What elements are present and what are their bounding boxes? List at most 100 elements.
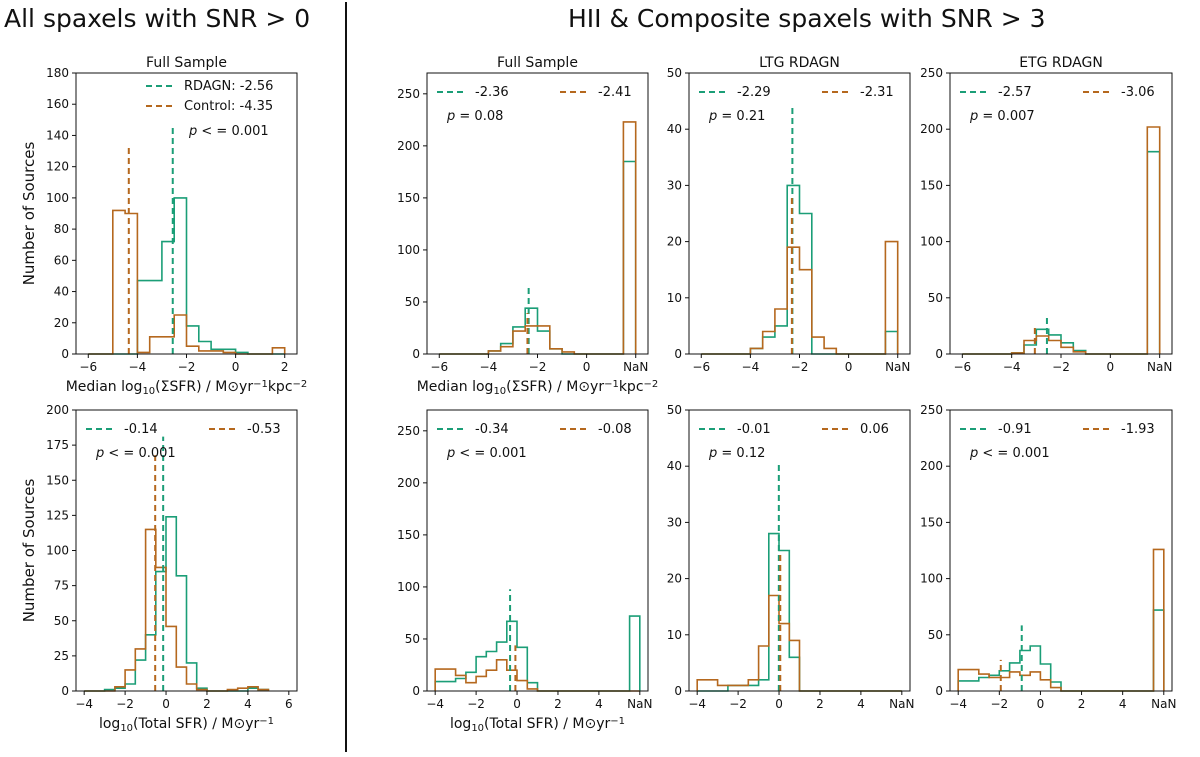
y-tick-label: 200: [46, 403, 69, 417]
y-tick-label: 40: [667, 122, 682, 136]
x-tick-label: 0: [513, 697, 521, 711]
x-tick-label: 4: [595, 697, 603, 711]
x-tick-label: NaN: [1151, 697, 1176, 711]
x-tick-label: 0: [775, 697, 783, 711]
x-tick-label: 2: [816, 697, 824, 711]
x-tick-label: 2: [203, 697, 211, 711]
y-tick-label: 20: [667, 572, 682, 586]
histogram-control: [696, 594, 902, 692]
x-tick-label: 0: [583, 360, 591, 374]
right-heading: HII & Composite spaxels with SNR > 3: [568, 4, 1046, 33]
x-tick-label: 0: [845, 360, 853, 374]
x-tick-label: −2: [791, 360, 809, 374]
y-tick-label: 30: [667, 515, 682, 529]
x-tick-label: 0: [1037, 697, 1045, 711]
panel-title: ETG RDAGN: [1019, 55, 1103, 71]
x-tick-label: 4: [1119, 697, 1127, 711]
x-tick-label: −4: [742, 360, 760, 374]
histogram-control: [957, 548, 1165, 692]
y-tick-label: 100: [46, 544, 69, 558]
p-value-label: p = 0.007: [969, 109, 1035, 124]
y-tick-label: 100: [397, 580, 420, 594]
y-tick-label: 50: [54, 614, 69, 628]
x-tick-label: NaN: [885, 360, 910, 374]
x-tick-label: 0: [1107, 360, 1115, 374]
y-tick-label: 0: [412, 347, 420, 361]
y-tick-label: 40: [667, 459, 682, 473]
y-tick-label: 0: [935, 347, 943, 361]
legend-label-rdagn: -0.91: [998, 422, 1032, 437]
histogram-rdagn: [962, 150, 1161, 355]
p-value-label: p < = 0.001: [95, 446, 176, 461]
y-tick-label: 50: [928, 628, 943, 642]
x-tick-label: −2: [990, 697, 1008, 711]
x-tick-label: NaN: [1147, 360, 1172, 374]
x-tick-label: −6: [692, 360, 710, 374]
x-axis-label: log10(Total SFR) / M⊙yr−1: [450, 716, 625, 734]
x-tick-label: −4: [426, 697, 444, 711]
y-tick-label: 30: [667, 178, 682, 192]
x-tick-label: −2: [116, 697, 134, 711]
x-tick-label: NaN: [627, 697, 652, 711]
y-tick-label: 25: [54, 649, 69, 663]
y-tick-label: 50: [667, 403, 682, 417]
y-tick-label: 160: [46, 97, 69, 111]
x-tick-label: −2: [529, 360, 547, 374]
y-tick-label: 180: [46, 66, 69, 80]
x-tick-label: 0: [162, 697, 170, 711]
x-tick-label: 0: [232, 360, 240, 374]
x-tick-label: NaN: [623, 360, 648, 374]
y-tick-label: 50: [405, 632, 420, 646]
y-tick-label: 0: [935, 684, 943, 698]
legend-label-rdagn: -0.34: [475, 422, 509, 437]
y-tick-label: 250: [920, 66, 943, 80]
legend-label-control: -2.41: [598, 85, 632, 100]
y-tick-label: 20: [667, 235, 682, 249]
panel-p_all_med: Full Sample−6 −4 −2 0 2020406080100120140160…: [20, 55, 307, 397]
p-value-label: p < = 0.001: [969, 446, 1050, 461]
x-tick-label: 4: [244, 697, 252, 711]
legend-label-control: -2.31: [860, 85, 894, 100]
x-tick-label: −4: [75, 697, 93, 711]
p-value-label: p < = 0.001: [446, 446, 527, 461]
y-tick-label: 40: [54, 285, 69, 299]
y-tick-label: 120: [46, 160, 69, 174]
p-value-label: p = 0.08: [446, 109, 503, 124]
x-axis-label: log10(Total SFR) / M⊙yr−1: [99, 716, 274, 734]
p-value-label: p = 0.12: [708, 446, 765, 461]
x-tick-label: −4: [949, 697, 967, 711]
y-tick-label: 60: [54, 253, 69, 267]
panel-p_hc_etg_med: ETG RDAGN −6 −4 −2 0 NaN 0 50 100 150 200 250 -2.57 -…: [920, 55, 1173, 374]
legend-label-control: 0.06: [860, 422, 889, 437]
x-tick-label: NaN: [889, 697, 914, 711]
y-tick-label: 100: [46, 191, 69, 205]
axes-frame: [426, 409, 649, 692]
y-tick-label: 250: [920, 403, 943, 417]
panel-p_all_tot: −4 −2 0 2 4 6 0 25 50 75 100 125 150 175 200 log10(Tota…: [20, 403, 298, 734]
y-tick-label: 250: [397, 424, 420, 438]
y-tick-label: 150: [397, 191, 420, 205]
y-tick-label: 150: [920, 178, 943, 192]
x-tick-label: 2: [554, 697, 562, 711]
x-tick-label: −4: [129, 360, 147, 374]
legend-label-rdagn: -2.36: [475, 85, 509, 100]
x-tick-label: 2: [281, 360, 289, 374]
y-tick-label: 20: [54, 316, 69, 330]
panel-title: Full Sample: [146, 55, 227, 71]
x-axis-label: Median log10(ΣSFR) / M⊙yr−1kpc−2: [417, 379, 659, 397]
y-tick-label: 150: [46, 473, 69, 487]
y-axis-label: Number of Sources: [20, 142, 38, 286]
y-tick-label: 175: [46, 438, 69, 452]
y-tick-label: 0: [61, 684, 69, 698]
y-tick-label: 150: [920, 515, 943, 529]
y-tick-label: 200: [397, 139, 420, 153]
y-tick-label: 0: [674, 684, 682, 698]
p-value-label: p < = 0.001: [188, 124, 269, 139]
legend-label-control: -3.06: [1121, 85, 1155, 100]
panel-p_hc_full_tot: −4 −2 0 2 4 NaN 0 50 100 150 200 250 log10(Total SFR…: [397, 409, 652, 734]
x-tick-label: −4: [1003, 360, 1021, 374]
panel-title: Full Sample: [497, 55, 578, 71]
x-axis-label: Median log10(ΣSFR) / M⊙yr−1kpc−2: [66, 379, 308, 397]
x-tick-label: −2: [178, 360, 196, 374]
legend-label-control: -1.93: [1121, 422, 1155, 437]
